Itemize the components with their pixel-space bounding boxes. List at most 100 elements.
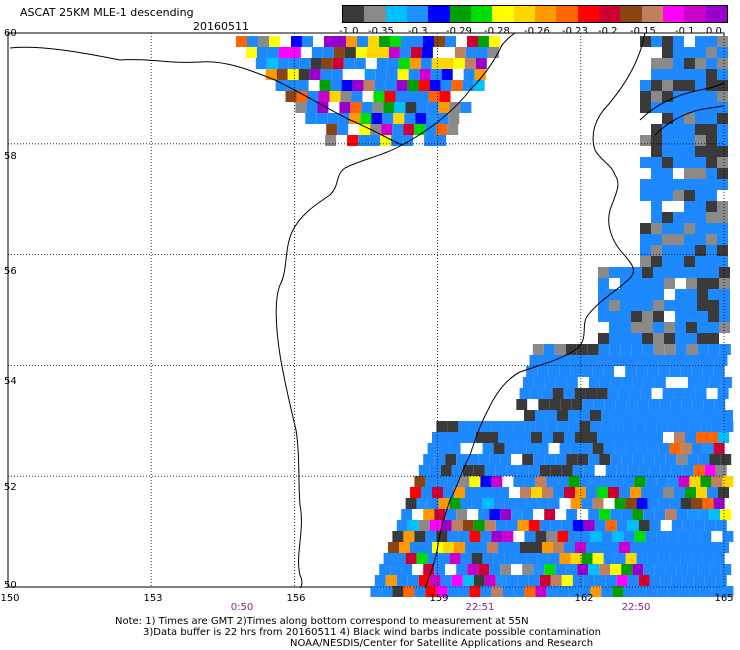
data-cell [577, 564, 589, 575]
data-cell [636, 366, 648, 377]
data-cell [454, 47, 466, 58]
data-cell [568, 531, 580, 542]
data-cell [526, 553, 538, 564]
data-cell [645, 531, 657, 542]
data-cell [537, 366, 549, 377]
scale-label: -0.28 [484, 26, 510, 37]
data-cell [717, 91, 728, 102]
data-cell [566, 454, 578, 465]
data-cell [440, 80, 452, 91]
data-cell [645, 586, 657, 597]
data-cell [603, 553, 615, 564]
data-cell [673, 388, 685, 399]
data-cell [544, 509, 556, 520]
data-cell [653, 278, 664, 289]
data-cell [597, 432, 608, 443]
data-cell [599, 454, 611, 465]
data-cell [310, 58, 322, 69]
data-cell [355, 47, 367, 58]
scale-label: 0.0 [706, 26, 722, 37]
data-cell [673, 36, 684, 47]
data-cell [620, 344, 632, 355]
data-cell [609, 267, 620, 278]
data-cell [255, 58, 267, 69]
data-cell [709, 454, 721, 465]
data-cell [656, 421, 668, 432]
data-cell [663, 542, 674, 553]
data-cell [682, 575, 694, 586]
data-cell [561, 520, 573, 531]
footnote-line: Note: 1) Times are GMT 2)Times along bot… [115, 616, 529, 627]
data-cell [708, 289, 719, 300]
data-cell [504, 498, 516, 509]
data-cell [515, 498, 527, 509]
data-cell [570, 498, 582, 509]
data-cell [410, 542, 421, 553]
data-cell [467, 454, 479, 465]
data-cell [658, 498, 670, 509]
data-cell [429, 80, 441, 91]
data-cell [546, 531, 558, 542]
data-cell [640, 190, 651, 201]
data-cell [610, 377, 622, 388]
data-cell [662, 201, 673, 212]
data-cell [402, 135, 414, 146]
data-cell [610, 509, 622, 520]
data-cell [678, 421, 690, 432]
data-cell [623, 476, 635, 487]
data-cell [673, 234, 684, 245]
data-cell [453, 58, 465, 69]
data-cell [614, 443, 626, 454]
data-cell [667, 531, 679, 542]
data-cell [642, 311, 653, 322]
data-cell [330, 80, 342, 91]
data-cell [424, 135, 436, 146]
data-cell [451, 575, 463, 586]
data-cell [614, 366, 626, 377]
data-cell [469, 476, 481, 487]
data-cell [533, 377, 545, 388]
data-cell [640, 223, 651, 234]
time-label: 22:50 [621, 602, 651, 613]
data-cell [651, 69, 662, 80]
data-cell [717, 388, 729, 399]
data-cell [524, 586, 536, 597]
data-cell [561, 465, 573, 476]
data-cell [669, 443, 681, 454]
data-cell [649, 575, 661, 586]
data-cell [695, 212, 706, 223]
data-cell [684, 234, 695, 245]
data-cell [675, 278, 686, 289]
data-cell [616, 465, 628, 476]
data-cell [706, 388, 718, 399]
data-cell [596, 388, 608, 399]
data-cell [640, 135, 651, 146]
data-cell [449, 443, 461, 454]
data-cell [418, 80, 430, 91]
data-cell [530, 388, 542, 399]
data-cell [714, 399, 726, 410]
data-cell [640, 102, 651, 113]
data-cell [593, 399, 605, 410]
data-cell [376, 58, 388, 69]
data-cell [371, 113, 383, 124]
data-cell [620, 322, 631, 333]
data-cell [625, 553, 637, 564]
data-cell [568, 476, 580, 487]
data-cell [718, 432, 729, 443]
data-cell [717, 157, 728, 168]
color-swatch [684, 6, 706, 22]
data-cell [612, 531, 624, 542]
data-cell [568, 421, 580, 432]
data-cell [599, 377, 611, 388]
data-cell [298, 69, 310, 80]
data-cell [418, 575, 430, 586]
data-cell [581, 553, 593, 564]
data-cell [664, 267, 675, 278]
data-cell [546, 421, 558, 432]
data-cell [585, 388, 597, 399]
data-cell [549, 399, 561, 410]
data-cell [616, 520, 628, 531]
data-cell [673, 146, 684, 157]
data-cell [717, 190, 728, 201]
